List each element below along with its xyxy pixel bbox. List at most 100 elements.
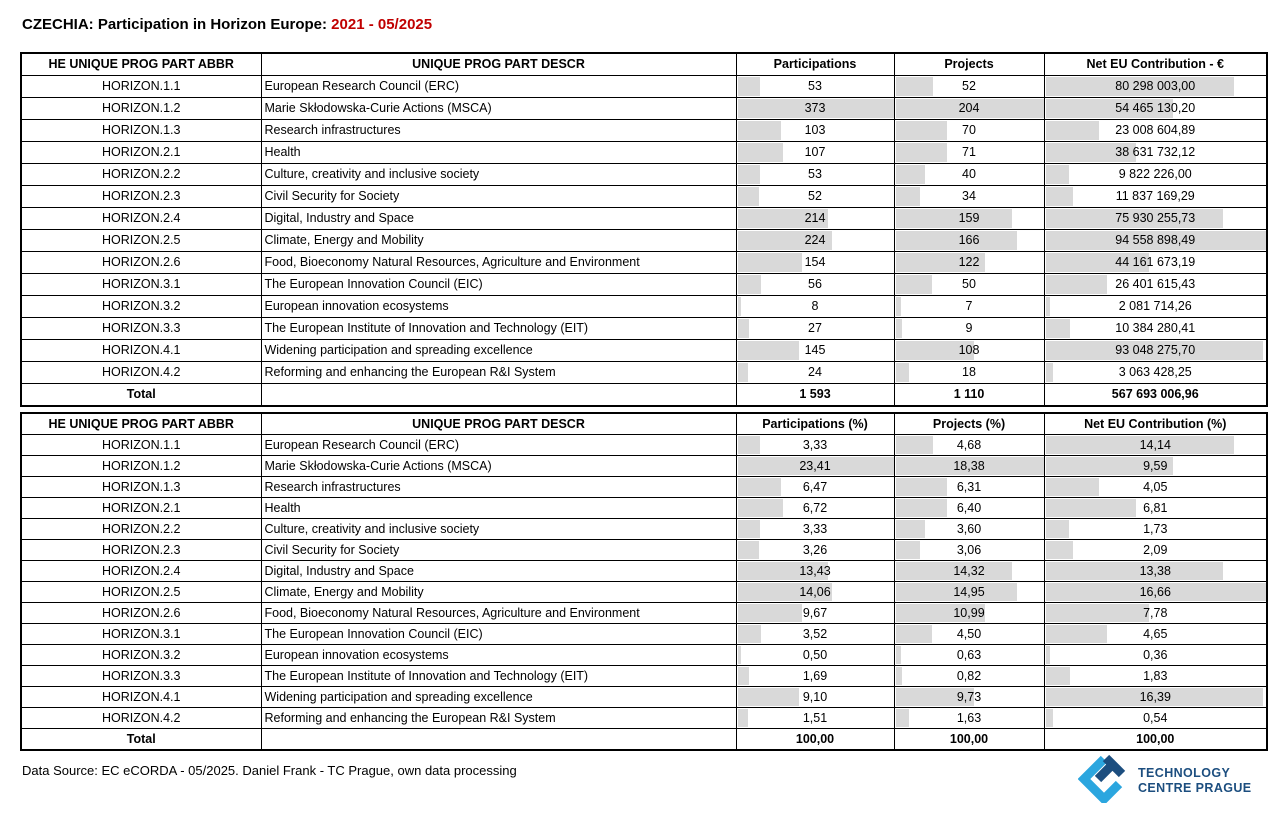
data-bar (737, 297, 741, 316)
cell-value: 18,38 (953, 459, 985, 473)
cell-value: 145 (804, 343, 826, 357)
cell-value: 52 (808, 189, 822, 203)
value-cell: 4,68 (893, 434, 1045, 456)
prog-descr-cell: Reforming and enhancing the European R&I… (260, 707, 737, 729)
table-row: HORIZON.2.2 Culture, creativity and inclu… (20, 518, 1268, 540)
prog-abbr-cell: HORIZON.4.2 (20, 361, 262, 384)
table-row: HORIZON.3.1 The European Innovation Counc… (20, 273, 1268, 296)
cell-value: 3,06 (956, 543, 982, 557)
table-row: HORIZON.2.5 Climate, Energy and Mobility 2… (20, 229, 1268, 252)
cell-value: 40 (962, 167, 976, 181)
data-bar (1045, 709, 1053, 727)
value-cell: 14,14 (1043, 434, 1268, 456)
prog-abbr-cell: HORIZON.2.6 (20, 251, 262, 274)
table-row: HORIZON.4.1 Widening participation and sp… (20, 686, 1268, 708)
prog-abbr-cell: HORIZON.2.4 (20, 560, 262, 582)
value-cell: 0,36 (1043, 644, 1268, 666)
value-cell: 108 (893, 339, 1045, 362)
prog-abbr-cell: HORIZON.4.2 (20, 707, 262, 729)
data-bar (737, 667, 749, 685)
value-cell: 1,63 (893, 707, 1045, 729)
cell-value: 10 384 280,41 (1115, 321, 1196, 335)
cell-value: 1,73 (1143, 522, 1168, 536)
data-bar (895, 165, 925, 184)
data-bar (1045, 478, 1100, 496)
data-bar (895, 253, 985, 272)
value-cell: 7,78 (1043, 602, 1268, 624)
data-bar (737, 165, 760, 184)
data-bar (895, 520, 925, 538)
value-cell: 10 384 280,41 (1043, 317, 1268, 340)
cell-value: 14,32 (953, 564, 985, 578)
value-cell: 56 (735, 273, 895, 296)
data-bar (1045, 143, 1137, 162)
value-cell: 44 161 673,19 (1043, 251, 1268, 274)
table-row: HORIZON.1.3 Research infrastructures 103 70… (20, 119, 1268, 142)
cell-value: 14,06 (799, 585, 831, 599)
value-cell: 103 (735, 119, 895, 142)
logo-line2: CENTRE PRAGUE (1138, 780, 1252, 795)
value-cell: 11 837 169,29 (1043, 185, 1268, 208)
data-bar (737, 709, 748, 727)
cell-value: 2,09 (1143, 543, 1168, 557)
cell-value: 9,10 (802, 690, 828, 704)
value-cell: 38 631 732,12 (1043, 141, 1268, 164)
table-row: HORIZON.3.1 The European Innovation Counc… (20, 623, 1268, 645)
total-value-cell: 567 693 006,96 (1043, 383, 1268, 407)
cell-value: 2 081 714,26 (1118, 299, 1192, 313)
prog-abbr-cell: HORIZON.3.1 (20, 273, 262, 296)
prog-descr-cell: Culture, creativity and inclusive societ… (260, 518, 737, 540)
value-cell: 14,95 (893, 581, 1045, 603)
data-bar (737, 436, 760, 454)
data-bar (737, 646, 741, 664)
prog-abbr-cell: HORIZON.2.1 (20, 497, 262, 519)
data-bar (1045, 319, 1070, 338)
value-cell: 9,67 (735, 602, 895, 624)
prog-abbr-cell: HORIZON.1.2 (20, 455, 262, 477)
data-bar (1045, 363, 1053, 382)
data-bar (737, 77, 760, 96)
cell-value: 6,31 (956, 480, 982, 494)
data-bar (895, 541, 921, 559)
prog-abbr-cell: HORIZON.2.5 (20, 229, 262, 252)
data-bar (1045, 209, 1224, 228)
cell-value: 0,82 (956, 669, 982, 683)
cell-value: 13,43 (799, 564, 831, 578)
cell-value: 13,38 (1139, 564, 1171, 578)
tc-prague-logo-icon (1077, 753, 1128, 808)
cell-value: 80 298 003,00 (1115, 79, 1196, 93)
value-cell: 154 (735, 251, 895, 274)
value-cell: 23 008 604,89 (1043, 119, 1268, 142)
cell-value: 75 930 255,73 (1115, 211, 1196, 225)
value-cell: 4,05 (1043, 476, 1268, 498)
cell-value: 23 008 604,89 (1115, 123, 1196, 137)
value-cell: 9 (893, 317, 1045, 340)
prog-abbr-cell: HORIZON.1.3 (20, 119, 262, 142)
header-row: HE UNIQUE PROG PART ABBR UNIQUE PROG PART… (20, 412, 1268, 435)
prog-abbr-cell: HORIZON.2.4 (20, 207, 262, 230)
prog-descr-cell: Climate, Energy and Mobility (260, 581, 737, 603)
column-header: HE UNIQUE PROG PART ABBR (20, 412, 262, 435)
title-prefix: CZECHIA: Participation in Horizon Europe… (22, 16, 332, 33)
value-cell: 1,51 (735, 707, 895, 729)
value-cell: 159 (893, 207, 1045, 230)
value-cell: 3,06 (893, 539, 1045, 561)
data-bar (737, 143, 783, 162)
prog-descr-cell: Food, Bioeconomy Natural Resources, Agri… (260, 602, 737, 624)
data-bar (895, 209, 1012, 228)
title-period: 2021 - 05/2025 (331, 16, 433, 33)
prog-descr-cell: Climate, Energy and Mobility (260, 229, 737, 252)
cell-value: 14,95 (953, 585, 985, 599)
cell-value: 108 (958, 343, 980, 357)
prog-descr-cell: Health (260, 141, 737, 164)
cell-value: 214 (804, 211, 826, 225)
prog-abbr-cell: HORIZON.2.2 (20, 518, 262, 540)
cell-value: 122 (958, 255, 980, 269)
prog-abbr-cell: HORIZON.1.2 (20, 97, 262, 120)
data-bar (895, 667, 903, 685)
table-row: HORIZON.2.3 Civil Security for Society 52 3… (20, 185, 1268, 208)
cell-value: 6,40 (956, 501, 982, 515)
value-cell: 52 (893, 75, 1045, 98)
prog-descr-cell: Widening participation and spreading exc… (260, 339, 737, 362)
cell-value: 52 (962, 79, 976, 93)
